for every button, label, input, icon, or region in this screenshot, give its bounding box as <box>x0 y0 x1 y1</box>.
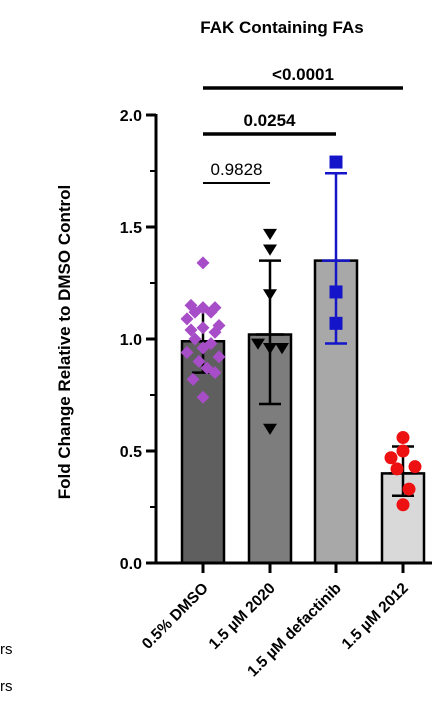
data-point-triangle <box>263 289 277 301</box>
y-tick-label: 2.0 <box>120 108 142 125</box>
p-value-label: 0.9828 <box>211 160 263 179</box>
data-point-diamond <box>196 321 210 335</box>
data-point-circle <box>408 460 422 474</box>
data-point-circle <box>396 444 410 458</box>
data-point-circle <box>390 462 404 476</box>
data-point-diamond <box>208 325 222 339</box>
y-tick-label: 1.0 <box>120 332 142 349</box>
data-point-square <box>329 285 343 299</box>
data-point-triangle <box>263 244 277 256</box>
clipped-legend: rs rs <box>0 641 13 695</box>
data-point-triangle <box>263 423 277 435</box>
y-tick-label: 0.5 <box>120 444 142 461</box>
data-point-circle <box>396 498 410 512</box>
data-point-diamond <box>180 345 194 359</box>
y-tick-label: 1.5 <box>120 220 142 237</box>
data-point-diamond <box>188 332 202 346</box>
data-point-triangle <box>251 338 265 350</box>
data-point-square <box>329 316 343 330</box>
x-category-label: 1.5 µM 2020 <box>206 580 279 653</box>
y-axis-label: Fold Change Relative to DMSO Control <box>55 185 74 500</box>
data-point-diamond <box>196 256 210 270</box>
data-point-circle <box>402 482 416 496</box>
data-point-diamond <box>204 305 218 319</box>
p-value-label: 0.0254 <box>244 111 297 130</box>
data-point-diamond <box>196 341 210 355</box>
y-tick-label: 0.0 <box>120 556 142 573</box>
data-point-diamond <box>186 372 200 386</box>
data-point-triangle <box>263 343 277 355</box>
data-points <box>180 155 422 512</box>
x-category-label: 1.5 µM 2012 <box>339 580 412 653</box>
y-axis: 0.0 0.5 1.0 1.5 2.0 <box>120 108 158 573</box>
significance-brackets: 0.9828 0.0254 <0.0001 <box>203 65 403 184</box>
data-point-diamond <box>208 366 222 380</box>
data-point-diamond <box>180 312 194 326</box>
clipped-legend-text: rs <box>0 641 13 658</box>
data-point-circle <box>384 451 398 465</box>
x-category-label: 0.5% DMSO <box>139 580 212 653</box>
data-point-triangle <box>275 343 289 355</box>
data-point-triangle <box>263 228 277 241</box>
data-point-square <box>329 155 343 169</box>
p-value-label: <0.0001 <box>272 65 334 84</box>
data-point-diamond <box>188 305 202 319</box>
data-point-diamond <box>212 350 226 364</box>
chart-title: FAK Containing FAs <box>200 18 363 37</box>
data-point-diamond <box>192 354 206 368</box>
data-point-circle <box>396 431 410 445</box>
data-point-diamond <box>196 390 210 404</box>
clipped-legend-text: rs <box>0 678 13 695</box>
